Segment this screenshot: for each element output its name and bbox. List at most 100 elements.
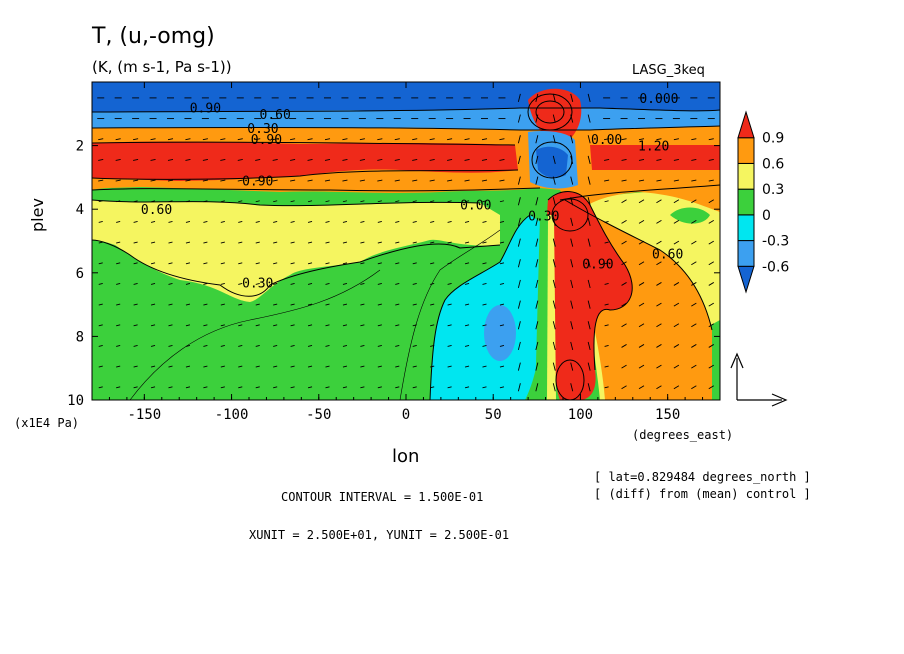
- colorbar-swatch: [737, 188, 755, 216]
- contour-label: 0.60: [141, 203, 172, 218]
- wind-vector: [238, 220, 243, 223]
- wind-vector: [499, 262, 505, 265]
- wind-vector: [570, 279, 574, 289]
- experiment-label: LASG_3keq: [632, 63, 705, 78]
- wind-vector: [464, 220, 470, 223]
- wind-vector: [499, 282, 505, 285]
- fill-red-east: [590, 145, 720, 170]
- wind-vector: [255, 158, 261, 161]
- wind-vector: [552, 362, 556, 371]
- contour-label: 0.000: [639, 92, 678, 107]
- wind-vector: [133, 200, 138, 203]
- wind-vector: [587, 135, 591, 144]
- wind-vector: [691, 138, 697, 141]
- wind-vector: [535, 93, 539, 103]
- wind-vector: [237, 138, 243, 141]
- wind-vector: [656, 158, 662, 161]
- wind-vector: [203, 303, 208, 306]
- wind-vector: [133, 262, 138, 265]
- wind-vector: [290, 200, 295, 203]
- wind-vector: [203, 282, 208, 285]
- y-tick-label: 8: [76, 329, 84, 345]
- wind-vector: [273, 262, 278, 265]
- wind-vector: [447, 365, 452, 368]
- wind-vector: [587, 300, 591, 309]
- wind-vector: [238, 324, 243, 327]
- wind-vector: [464, 345, 470, 347]
- wind-vector: [464, 303, 470, 306]
- wind-vector: [412, 324, 417, 327]
- wind-vector: [464, 200, 470, 203]
- wind-vector: [220, 345, 225, 347]
- wind-vector: [342, 303, 348, 306]
- fill-darkblue-core: [536, 146, 568, 178]
- x-axis-label: lon: [392, 446, 420, 467]
- wind-vector: [656, 385, 662, 390]
- wind-vector: [150, 220, 156, 223]
- wind-vector: [412, 365, 417, 368]
- wind-vector: [220, 365, 225, 368]
- wind-vector: [412, 386, 417, 389]
- wind-vector: [499, 303, 505, 306]
- y-tick-label: 10: [67, 393, 84, 409]
- wind-vector: [691, 240, 697, 245]
- wind-vector: [638, 344, 645, 348]
- wind-vector: [535, 362, 539, 371]
- wind-vector: [185, 365, 191, 368]
- wind-vector: [517, 383, 521, 392]
- wind-vector: [185, 220, 191, 223]
- wind-vector: [185, 179, 191, 182]
- wind-vector: [673, 302, 680, 307]
- wind-vector: [552, 321, 556, 330]
- wind-vector: [638, 302, 645, 307]
- wind-vector: [238, 345, 243, 347]
- wind-vector: [325, 324, 330, 327]
- x-tick-label: -50: [306, 407, 331, 423]
- wind-vector: [430, 324, 435, 327]
- wind-vector: [220, 324, 225, 327]
- wind-vector: [482, 324, 487, 327]
- wind-vector: [360, 200, 365, 203]
- wind-vector: [673, 138, 679, 141]
- wind-vector: [570, 114, 574, 123]
- wind-vector: [202, 179, 208, 182]
- contour-line: [92, 125, 720, 131]
- wind-vector: [708, 158, 714, 161]
- wind-vector: [360, 282, 365, 285]
- fill-yellow-triangle: [200, 240, 212, 254]
- wind-vector: [517, 93, 521, 103]
- wind-vector: [482, 345, 487, 347]
- wind-vector: [517, 197, 521, 206]
- wind-vector: [203, 200, 208, 203]
- wind-vector: [517, 176, 521, 185]
- wind-vector: [255, 345, 260, 347]
- wind-vector: [691, 261, 697, 266]
- fill-cyan-column: [430, 215, 547, 400]
- wind-vector: [552, 341, 556, 351]
- contour-label: 0.00: [591, 133, 622, 148]
- wind-vector: [273, 220, 278, 223]
- chart-units: (K, (m s-1, Pa s-1)): [92, 58, 232, 76]
- wind-vector: [290, 241, 295, 244]
- wind-vector: [656, 199, 662, 204]
- wind-vector: [656, 344, 662, 348]
- wind-vector: [552, 279, 556, 289]
- wind-vector: [220, 220, 225, 223]
- wind-vector: [133, 345, 138, 347]
- wind-vector: [290, 138, 296, 141]
- wind-vector: [673, 344, 680, 348]
- wind-vector: [708, 302, 715, 307]
- wind-vector: [324, 179, 331, 182]
- wind-vector: [395, 365, 400, 368]
- wind-vector: [220, 303, 225, 306]
- wind-vector: [133, 220, 138, 223]
- wind-vector: [570, 176, 574, 185]
- wind-vector: [116, 241, 121, 244]
- wind-vector: [604, 158, 610, 161]
- wind-vector: [482, 303, 487, 306]
- wind-vector: [535, 114, 539, 123]
- wind-vector: [325, 345, 330, 347]
- wind-vector: [377, 365, 382, 368]
- wind-vector: [673, 261, 680, 266]
- wind-vector: [708, 179, 714, 182]
